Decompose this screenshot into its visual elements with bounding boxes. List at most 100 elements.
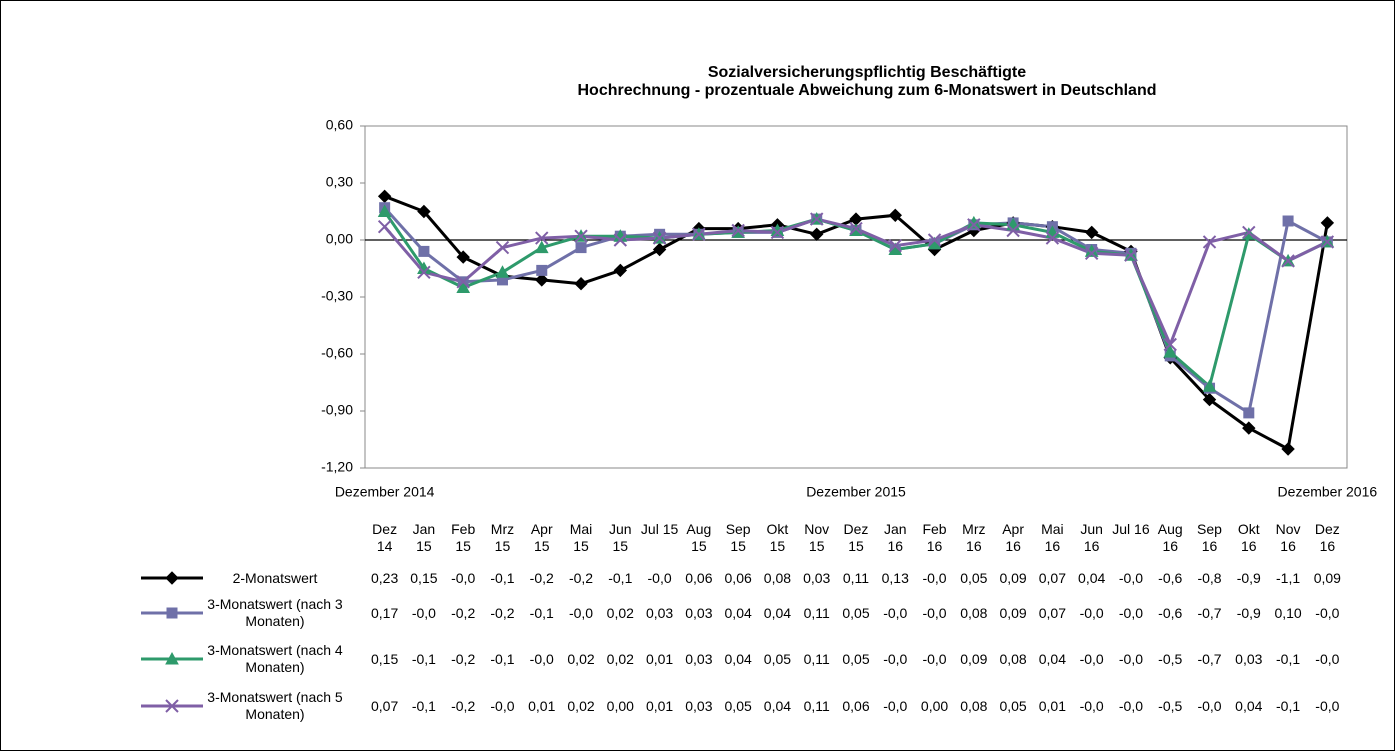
table-value: 0,01 (528, 698, 556, 714)
marker (417, 204, 431, 219)
table-value: 0,06 (685, 570, 713, 586)
x-axis-label: Dezember 2014 (335, 484, 435, 500)
table-value: -0,0 (1118, 570, 1143, 586)
table-value: -0,9 (1236, 570, 1261, 586)
marker (534, 240, 549, 254)
table-value: 0,07 (1038, 605, 1066, 621)
table-category: Mai 15 (569, 521, 593, 554)
marker (456, 280, 471, 293)
y-tick-label: -0,60 (321, 345, 353, 361)
marker (1281, 442, 1295, 456)
x-axis-label: Dezember 2016 (1278, 484, 1378, 500)
table-value: -0,9 (1236, 605, 1261, 621)
table-category: Apr 15 (530, 521, 553, 554)
marker (495, 265, 510, 278)
marker (574, 229, 588, 243)
table-category: Mai 16 (1041, 521, 1064, 554)
table-value: 0,09 (999, 570, 1027, 586)
marker (1320, 235, 1335, 249)
table-category: Dez 15 (843, 521, 869, 554)
table-value: -0,0 (922, 651, 947, 667)
table-value: -0,2 (451, 605, 476, 621)
table-value: -0,6 (1158, 570, 1183, 586)
y-tick-label: -0,30 (321, 288, 353, 304)
table-value: -0,5 (1158, 651, 1183, 667)
marker (1124, 248, 1138, 262)
table-value: -0,0 (1079, 651, 1104, 667)
table-category: Jan 15 (412, 521, 436, 554)
marker (535, 231, 549, 245)
x-axis-label: Dezember 2015 (806, 484, 906, 500)
marker (1163, 337, 1177, 352)
table-value: 0,15 (371, 651, 399, 667)
marker (1242, 421, 1256, 435)
table-value: -0,1 (490, 651, 515, 667)
marker (1243, 407, 1255, 419)
table-value: -0,1 (1276, 651, 1301, 667)
table-value: 0,04 (1235, 698, 1263, 714)
table-value: -0,0 (883, 605, 908, 621)
marker (888, 238, 902, 253)
marker (377, 189, 392, 204)
table-value: 0,03 (1235, 651, 1263, 667)
table-value: -0,1 (411, 698, 436, 714)
marker (535, 273, 549, 287)
marker (1084, 246, 1099, 261)
marker (613, 263, 628, 278)
table-value: -0,0 (883, 651, 908, 667)
table-category: Apr 16 (1002, 521, 1024, 554)
table-value: 0,04 (763, 698, 792, 714)
table-value: 0,23 (371, 570, 399, 586)
table-value: -1,1 (1276, 570, 1301, 586)
marker (456, 250, 470, 264)
table-value: -0,2 (451, 698, 476, 714)
table-value: -0,2 (568, 570, 594, 586)
y-tick-label: -0,90 (321, 402, 353, 418)
marker (417, 265, 431, 280)
table-value: -0,0 (1315, 605, 1340, 621)
table-value: 0,02 (606, 651, 634, 667)
table-value: 0,15 (410, 570, 438, 586)
table-value: -0,0 (568, 605, 594, 621)
table-value: 0,09 (960, 651, 988, 667)
marker (652, 231, 667, 245)
legend-label: 3-Monatswert (nach 3 Monaten) (207, 596, 343, 629)
marker (1282, 215, 1294, 227)
series-line (383, 210, 1329, 388)
table-value: 0,02 (567, 651, 595, 667)
table-value: -0,1 (608, 570, 633, 586)
table-value: -0,0 (1118, 698, 1143, 714)
marker (495, 240, 510, 255)
table-value: 0,05 (960, 570, 988, 586)
marker (927, 233, 942, 247)
table-value: 0,03 (685, 605, 713, 621)
table-category: Jun 16 (1080, 521, 1103, 554)
table-value: -0,0 (529, 651, 554, 667)
table-value: -0,0 (1118, 605, 1143, 621)
table-value: 0,05 (724, 698, 752, 714)
legend-label: 2-Monatswert (232, 569, 318, 586)
table-category: Feb 15 (451, 521, 476, 554)
table-value: 0,03 (803, 570, 831, 586)
legend-marker (165, 571, 179, 585)
table-value: 0,11 (803, 605, 830, 621)
table-value: -0,0 (411, 605, 436, 621)
table-category: Aug 15 (686, 521, 712, 554)
marker (1202, 379, 1217, 392)
series-line (383, 206, 1329, 415)
table-value: 0,06 (842, 698, 870, 714)
table-value: 0,08 (960, 698, 988, 714)
marker (1202, 235, 1217, 249)
table-value: -0,0 (1315, 651, 1340, 667)
table-value: 0,04 (724, 605, 752, 621)
marker (575, 242, 587, 254)
table-value: -0,0 (1079, 698, 1104, 714)
table-value: 0,05 (842, 605, 870, 621)
marker (1281, 254, 1295, 268)
table-category: Mrz 16 (962, 521, 986, 554)
y-tick-label: -1,20 (321, 459, 353, 475)
marker (377, 204, 392, 217)
table-value: 0,00 (606, 698, 634, 714)
table-value: -0,7 (1197, 651, 1222, 667)
